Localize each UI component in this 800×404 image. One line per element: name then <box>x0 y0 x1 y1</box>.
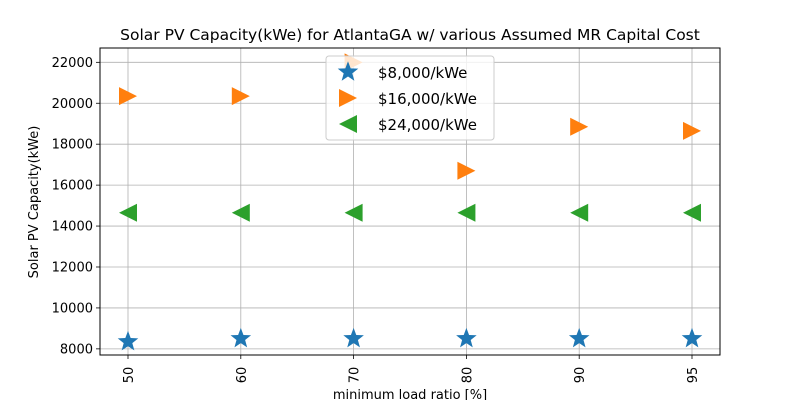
chart-title: Solar PV Capacity(kWe) for AtlantaGA w/ … <box>120 26 700 44</box>
legend-label-series-1: $8,000/kWe <box>378 64 467 82</box>
x-tick-label: 50 <box>122 367 137 384</box>
data-point-series-2 <box>231 87 250 106</box>
legend-swatch-series-2 <box>339 89 357 107</box>
data-point-series-3 <box>119 203 137 222</box>
y-tick-label: 8000 <box>60 342 93 357</box>
data-point-series-1 <box>343 327 364 348</box>
data-point-series-1 <box>681 327 703 348</box>
data-point-series-3 <box>683 203 701 222</box>
y-tick-label: 14000 <box>52 220 93 235</box>
data-point-series-2 <box>683 121 701 140</box>
data-point-series-1 <box>568 327 590 348</box>
y-tick-label: 18000 <box>52 138 93 153</box>
data-point-series-1 <box>117 330 139 351</box>
legend-label-series-3: $24,000/kWe <box>378 116 477 134</box>
data-point-series-3 <box>344 203 363 222</box>
axis-ticks: 50 60 70 80 90 95 8000 10000 12000 14000 16000 1800… <box>52 56 701 383</box>
y-tick-label: 16000 <box>52 179 93 194</box>
legend-label-series-2: $16,000/kWe <box>378 90 477 108</box>
legend: $8,000/kWe $16,000/kWe $24,000/kWe <box>325 55 495 141</box>
x-tick-label: 90 <box>573 367 588 384</box>
data-point-series-1 <box>456 327 477 348</box>
x-tick-label: 70 <box>348 367 363 384</box>
data-point-series-3 <box>231 203 250 222</box>
x-tick-label: 60 <box>235 367 250 384</box>
y-tick-label: 20000 <box>52 97 93 112</box>
x-axis-label: minimum load ratio [%] <box>333 388 487 400</box>
y-tick-label: 22000 <box>52 56 93 71</box>
y-tick-label: 12000 <box>52 260 93 275</box>
legend-swatch-series-3 <box>339 115 357 133</box>
data-point-series-2 <box>570 117 589 136</box>
y-tick-label: 10000 <box>52 301 93 316</box>
data-point-series-3 <box>570 203 589 222</box>
data-point-series-3 <box>457 203 476 222</box>
data-point-series-2 <box>119 87 137 106</box>
x-tick-label: 80 <box>460 367 475 384</box>
legend-box <box>325 55 495 141</box>
legend-swatch-series-1 <box>337 61 359 81</box>
plot-area-frame <box>99 47 721 356</box>
data-point-series-2 <box>457 161 476 180</box>
data-point-series-1 <box>230 327 252 348</box>
y-axis-label: Solar PV Capacity(kWe) <box>27 126 42 279</box>
legend-swatches <box>337 61 359 133</box>
x-tick-label: 95 <box>686 367 701 384</box>
